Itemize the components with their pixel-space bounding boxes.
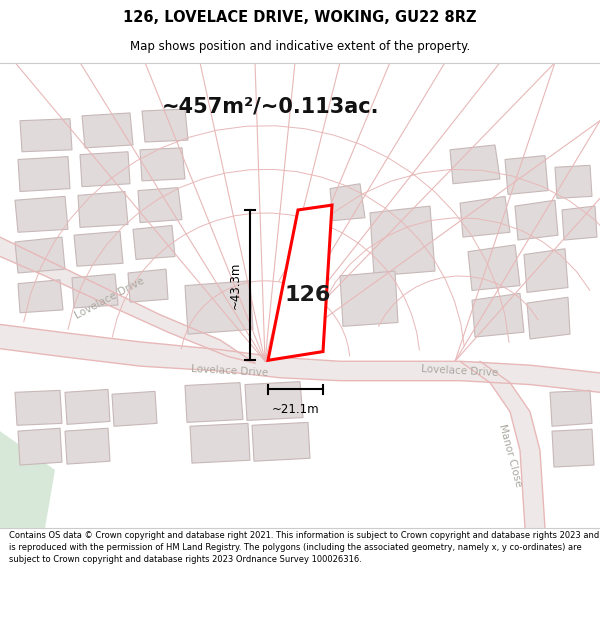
Polygon shape [185,281,253,334]
Polygon shape [15,391,62,425]
Text: ~457m²/~0.113ac.: ~457m²/~0.113ac. [161,96,379,116]
Polygon shape [15,237,65,273]
Text: Lovelace Drive: Lovelace Drive [191,364,269,378]
Polygon shape [65,428,110,464]
Text: Manor Close: Manor Close [497,423,523,488]
Polygon shape [550,391,592,426]
Polygon shape [82,113,133,148]
Polygon shape [80,152,130,187]
Polygon shape [140,148,185,181]
Polygon shape [460,361,545,528]
Polygon shape [252,422,310,461]
Polygon shape [552,429,594,467]
Polygon shape [142,109,188,142]
Polygon shape [268,205,332,360]
Polygon shape [460,196,510,237]
Text: ~43.3m: ~43.3m [229,261,242,309]
Polygon shape [18,280,63,312]
Polygon shape [245,382,303,421]
Polygon shape [340,271,398,326]
Polygon shape [468,245,520,291]
Polygon shape [515,200,558,240]
Polygon shape [65,389,110,424]
Text: 126, LOVELACE DRIVE, WOKING, GU22 8RZ: 126, LOVELACE DRIVE, WOKING, GU22 8RZ [123,10,477,25]
Polygon shape [128,269,168,302]
Polygon shape [527,298,570,339]
Polygon shape [190,423,250,463]
Polygon shape [524,249,568,292]
Polygon shape [505,156,548,194]
Text: ~21.1m: ~21.1m [272,403,319,416]
Polygon shape [330,184,365,221]
Polygon shape [472,293,524,337]
Polygon shape [15,196,68,232]
Text: Map shows position and indicative extent of the property.: Map shows position and indicative extent… [130,41,470,53]
Polygon shape [78,191,128,228]
Polygon shape [0,324,600,392]
Polygon shape [20,119,72,152]
Polygon shape [133,226,175,259]
Polygon shape [18,157,70,191]
Polygon shape [18,428,62,465]
Polygon shape [72,274,118,308]
Polygon shape [562,206,597,240]
Text: Lovelace Drive: Lovelace Drive [421,364,499,378]
Polygon shape [0,431,55,528]
Polygon shape [555,166,592,198]
Polygon shape [450,145,500,184]
Polygon shape [74,231,123,266]
Polygon shape [185,382,243,423]
Polygon shape [0,237,255,363]
Text: Contains OS data © Crown copyright and database right 2021. This information is : Contains OS data © Crown copyright and d… [9,531,599,564]
Polygon shape [112,391,157,426]
Text: 126: 126 [285,285,331,305]
Polygon shape [370,206,435,276]
Text: Lovelace Drive: Lovelace Drive [74,276,146,321]
Polygon shape [138,188,182,222]
